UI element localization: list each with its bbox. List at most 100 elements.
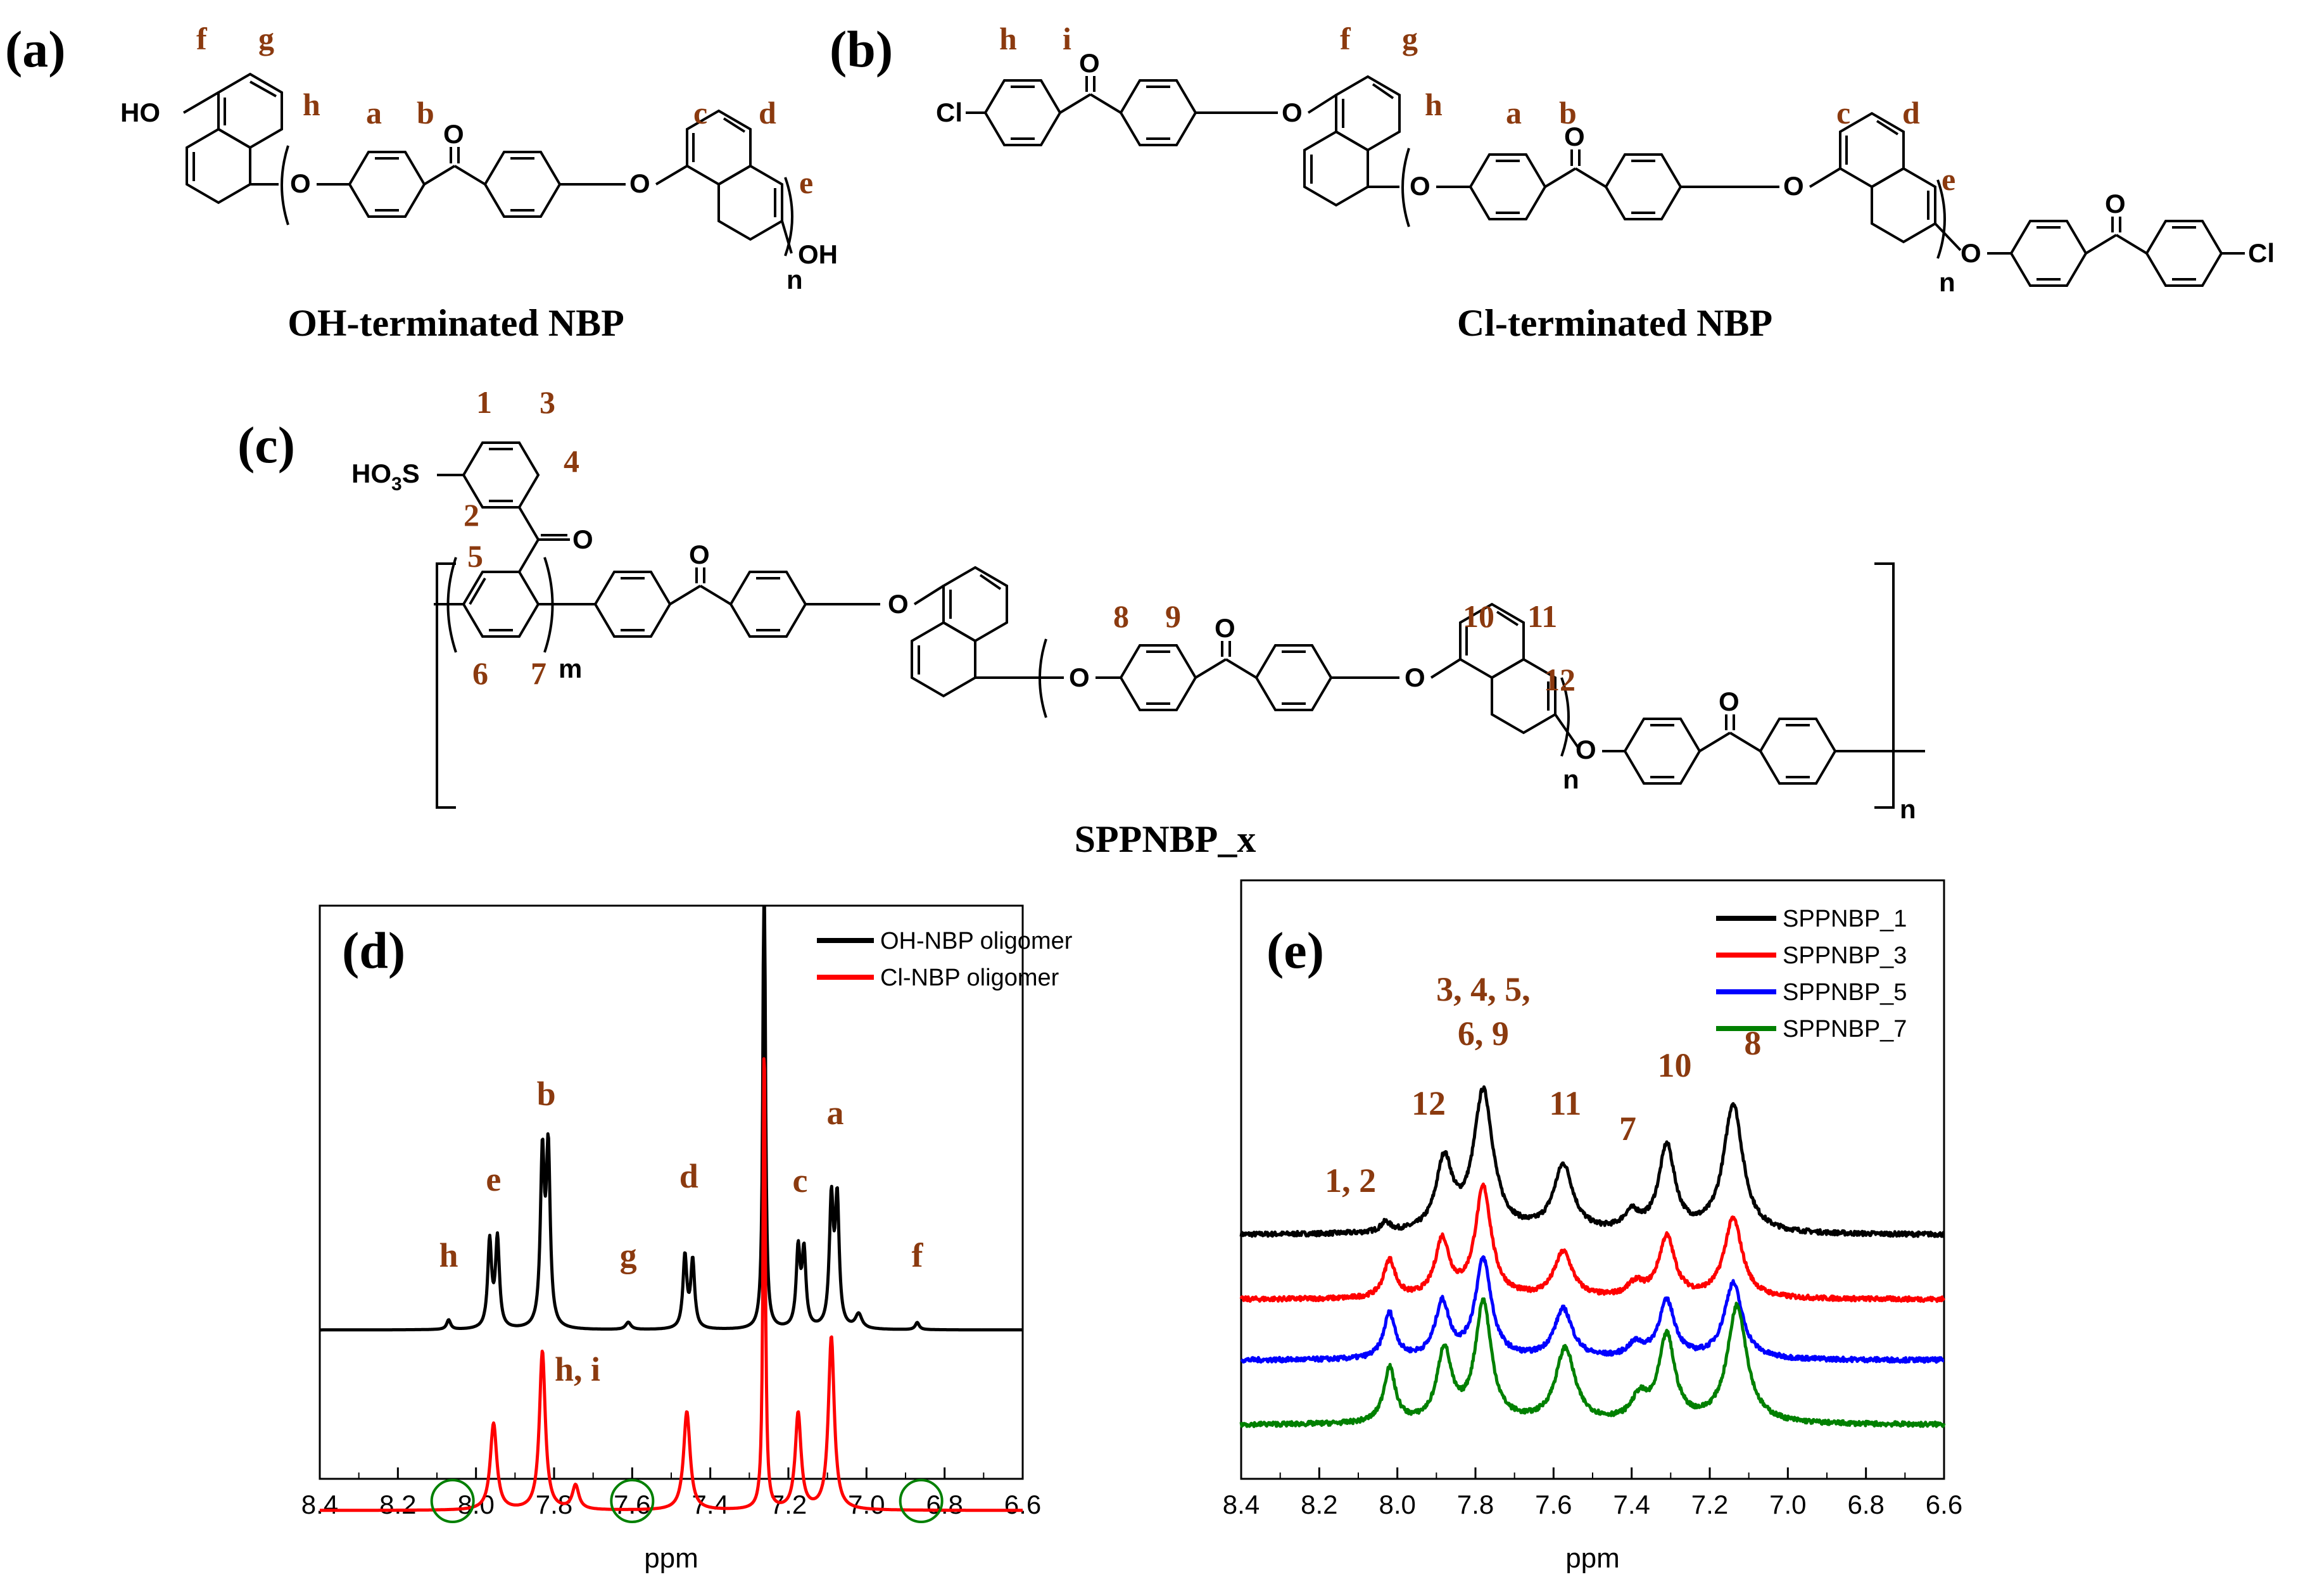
carbonyl-o-b3: O bbox=[2105, 189, 2126, 218]
carbonyl-o-c4: O bbox=[1719, 687, 1740, 716]
x-ticks-d bbox=[319, 1467, 1024, 1479]
chart-e-panel-label: (e) bbox=[1266, 922, 1324, 979]
highlight-circle bbox=[899, 1479, 944, 1523]
legend-label: SPPNBP_3 bbox=[1783, 942, 1907, 969]
outer-bracket-right bbox=[1874, 562, 1895, 809]
legend-label: SPPNBP_7 bbox=[1783, 1016, 1907, 1042]
atom-label-c-8: 8 bbox=[1113, 598, 1129, 634]
panel-b-label: (b) bbox=[830, 20, 893, 78]
atom-label-c: c bbox=[693, 95, 707, 130]
ether-o-c3: O bbox=[1405, 662, 1425, 692]
atom-label-c-6: 6 bbox=[472, 656, 488, 691]
ether-o-c4: O bbox=[1576, 735, 1596, 764]
ether-o-a1: O bbox=[290, 168, 311, 198]
x-axis-title-e: ppm bbox=[1565, 1543, 1620, 1574]
carbonyl-o-a: O bbox=[443, 119, 464, 149]
benzene-end2-b bbox=[2145, 220, 2223, 287]
ether-o-b1: O bbox=[1282, 98, 1303, 127]
spectrum-line-sppnbp-7 bbox=[1239, 1297, 1946, 1428]
x-tick-label: 8.4 bbox=[301, 1490, 338, 1519]
phenylene-main-c bbox=[462, 571, 540, 638]
atom-label-b-b: b bbox=[1559, 95, 1577, 130]
carbonyl-o-c1: O bbox=[572, 524, 593, 554]
naphthalene-right-b bbox=[1839, 111, 1936, 244]
oh-group: OH bbox=[798, 239, 838, 269]
peak-label: a bbox=[827, 1094, 844, 1132]
atom-label-c-12: 12 bbox=[1544, 662, 1576, 697]
benzene-right-a bbox=[483, 151, 562, 218]
atom-label-c-10: 10 bbox=[1463, 598, 1494, 634]
x-ticks-e bbox=[1240, 1467, 1945, 1479]
ho-group: HO bbox=[120, 98, 160, 127]
naphthalene-left-b bbox=[1303, 75, 1401, 207]
peak-label: f bbox=[912, 1236, 924, 1274]
x-tick-label: 7.4 bbox=[1613, 1490, 1650, 1519]
benzene-c5 bbox=[1623, 718, 1702, 785]
peak-label: 7 bbox=[1619, 1110, 1636, 1148]
x-tick-labels-e: 8.4 8.2 8.0 7.8 7.6 7.4 7.2 7.0 6.8 6.6 bbox=[1223, 1490, 1962, 1519]
x-tick-label: 8.2 bbox=[379, 1490, 416, 1519]
repeat-n-b: n bbox=[1939, 267, 1955, 297]
x-tick-label: 7.2 bbox=[1691, 1490, 1728, 1519]
naphthalene-c1 bbox=[911, 566, 1008, 698]
panel-a-label: (a) bbox=[5, 20, 66, 78]
atom-label-f: f bbox=[196, 21, 208, 56]
panel-a: (a) HO O O O bbox=[5, 20, 838, 344]
spectrum-line-oh-nbp-oligomer bbox=[319, 905, 1024, 1332]
ether-o-b4: O bbox=[1961, 238, 1981, 268]
benzene-ab-a bbox=[348, 151, 426, 218]
carbonyl-o-c3: O bbox=[1215, 613, 1235, 643]
atom-label-b-g: g bbox=[1402, 21, 1418, 56]
legend-label: SPPNBP_5 bbox=[1783, 979, 1907, 1006]
atom-label-b: b bbox=[417, 95, 434, 130]
spectrum-line-sppnbp-1 bbox=[1239, 1085, 1945, 1238]
naphthalene-right-a bbox=[686, 109, 783, 241]
peak-label: 6, 9 bbox=[1458, 1015, 1509, 1053]
x-tick-label: 8.0 bbox=[1379, 1490, 1415, 1519]
atom-label-a: a bbox=[366, 95, 382, 130]
x-tick-label: 6.6 bbox=[1004, 1490, 1041, 1519]
ether-o-a2: O bbox=[629, 168, 650, 198]
legend-label: OH-NBP oligomer bbox=[880, 928, 1073, 954]
benzene-c3 bbox=[1119, 644, 1197, 711]
atom-label-d: d bbox=[759, 95, 776, 130]
nmr-chart-d: (d) 8.4 8.2 8.0 7.8 7.6 7.4 7.2 7.0 6.8 6.6 ppm h… bbox=[301, 904, 1073, 1574]
ether-o-c1: O bbox=[888, 589, 909, 619]
legend-label: Cl-NBP oligomer bbox=[880, 965, 1059, 991]
atom-label-c-3: 3 bbox=[540, 384, 555, 420]
peak-label: 11 bbox=[1549, 1084, 1581, 1122]
benzene-c2 bbox=[729, 571, 807, 638]
peak-label: 1, 2 bbox=[1325, 1162, 1376, 1200]
highlight-circle bbox=[610, 1479, 655, 1523]
repeat-n-c1: n bbox=[1563, 764, 1579, 794]
ether-o-b2: O bbox=[1410, 171, 1430, 201]
x-tick-label: 6.6 bbox=[1926, 1490, 1962, 1519]
peak-label: e bbox=[486, 1160, 501, 1198]
x-tick-label: 7.6 bbox=[614, 1490, 650, 1519]
bracket-right-b bbox=[1936, 179, 1946, 259]
panel-c: (c) HO3S O m O bbox=[237, 384, 1925, 860]
atom-label-c-2: 2 bbox=[464, 497, 479, 533]
atom-label-h: h bbox=[303, 87, 320, 122]
carbonyl-o-b1: O bbox=[1079, 48, 1100, 78]
atom-label-c-1: 1 bbox=[476, 384, 492, 420]
x-tick-label: 7.6 bbox=[1535, 1490, 1572, 1519]
repeat-n-a: n bbox=[786, 265, 803, 294]
peak-label: 12 bbox=[1411, 1084, 1446, 1122]
repeat-n-c2: n bbox=[1900, 794, 1916, 824]
ether-o-b3: O bbox=[1783, 171, 1804, 201]
highlight-circles-d bbox=[430, 1479, 944, 1523]
atom-label-c-4: 4 bbox=[564, 443, 579, 479]
atom-label-b-i: i bbox=[1063, 21, 1071, 56]
atom-label-c-5: 5 bbox=[467, 538, 483, 574]
spectra-e bbox=[1239, 1085, 1946, 1428]
nmr-chart-e: (e) 8.4 8.2 8.0 7.8 7.6 7.4 7.2 7.0 6.8 6.6 ppm 1… bbox=[1223, 879, 1962, 1574]
bracket-left-a bbox=[281, 145, 289, 225]
x-tick-label: 8.4 bbox=[1223, 1490, 1260, 1519]
chart-d-panel-label: (d) bbox=[342, 922, 405, 979]
atom-label-e: e bbox=[799, 165, 813, 200]
spectrum-line-cl-nbp-oligomer bbox=[319, 1057, 1024, 1512]
atom-label-b-h1: h bbox=[999, 21, 1017, 56]
x-tick-label: 6.8 bbox=[926, 1490, 963, 1519]
ether-o-c2: O bbox=[1069, 662, 1090, 692]
